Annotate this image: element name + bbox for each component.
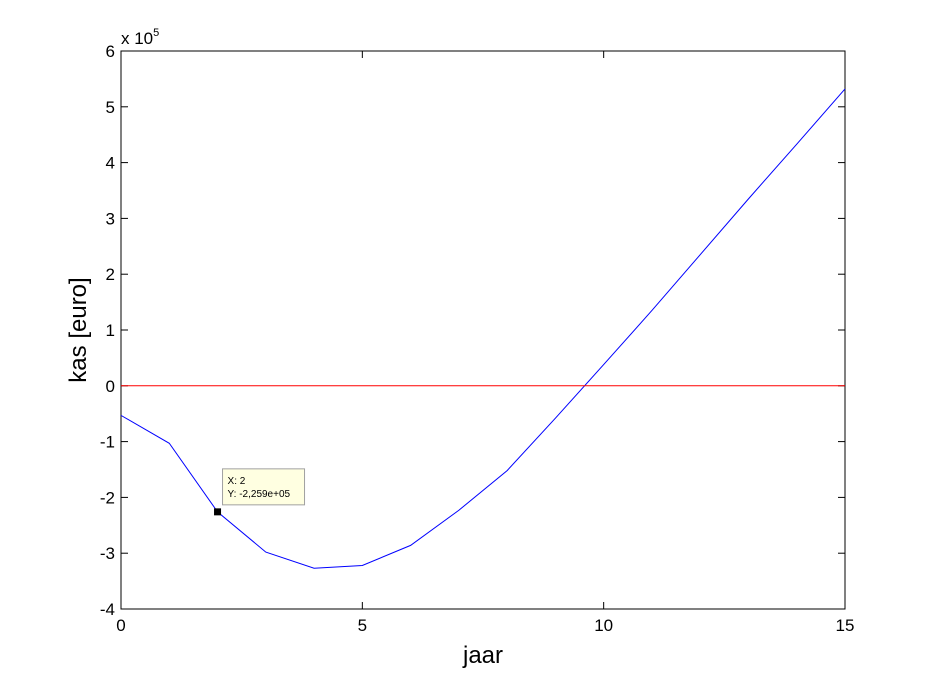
y-tick-label: -3 — [100, 544, 115, 563]
datatip-box — [222, 468, 306, 506]
datatip-x-text: X: 2 — [228, 476, 246, 487]
y-tick-label: 0 — [106, 377, 115, 396]
y-tick-label: 5 — [106, 98, 115, 117]
y-tick-label: -1 — [100, 433, 115, 452]
datatip-y-text: Y: -2,259e+05 — [228, 489, 291, 500]
y-axis-label: kas [euro] — [65, 277, 92, 382]
y-tick-label: 1 — [106, 321, 115, 340]
x-axis-label: jaar — [462, 642, 503, 669]
datatip-marker[interactable] — [214, 508, 222, 516]
x-tick-label: 5 — [358, 616, 367, 635]
plot-area — [120, 50, 846, 610]
y-tick-label: -2 — [100, 488, 115, 507]
series-group — [120, 88, 846, 569]
y-multiplier-label: x 105 — [121, 27, 159, 48]
y-tick-label: 2 — [106, 265, 115, 284]
x-tick-label: 10 — [594, 616, 613, 635]
x-tick-label: 0 — [116, 616, 125, 635]
x-tick-label: 15 — [836, 616, 855, 635]
y-tick-label: -4 — [100, 600, 115, 619]
datatip[interactable]: X: 2 Y: -2,259e+05 — [214, 468, 306, 516]
axis-ticks: 0 5 10 15 -4 -3 -2 -1 0 1 2 3 4 5 6 — [100, 42, 855, 635]
y-tick-label: 4 — [106, 154, 115, 173]
series-line-0 — [120, 88, 846, 569]
y-tick-label: 6 — [106, 42, 115, 61]
y-tick-label: 3 — [106, 209, 115, 228]
